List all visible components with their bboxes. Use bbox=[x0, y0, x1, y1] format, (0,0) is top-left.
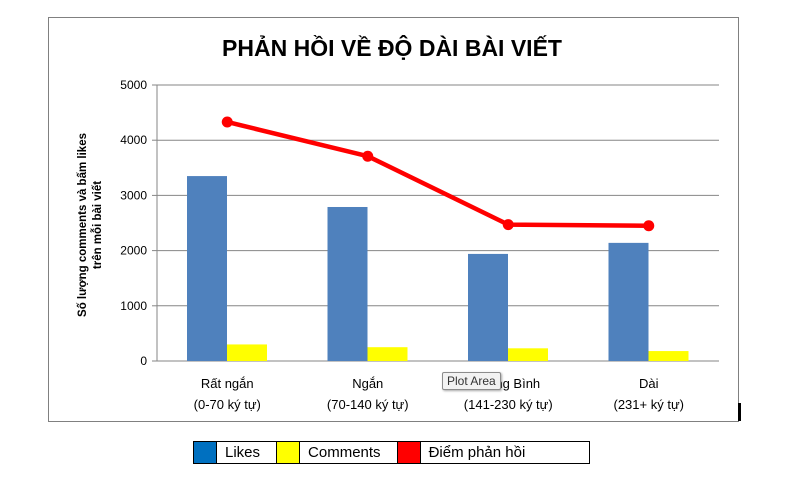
legend-item-response-score[interactable]: Điểm phản hồi bbox=[397, 442, 542, 463]
legend-swatch-likes bbox=[194, 442, 217, 463]
line-point-response-score-4 bbox=[643, 220, 655, 232]
bar-comments-4 bbox=[648, 351, 689, 361]
y-tick-labels: 0 1000 2000 3000 4000 5000 bbox=[120, 78, 147, 368]
bar-comments-2 bbox=[367, 347, 408, 361]
line-series bbox=[221, 116, 655, 232]
resize-handle-mark bbox=[738, 403, 741, 421]
line-point-response-score-2 bbox=[362, 150, 374, 162]
x-tick-label-4-line-2: (231+ ký tự) bbox=[614, 397, 684, 412]
x-tick-label-1-line-1: Rất ngắn bbox=[201, 376, 254, 391]
line-point-response-score-1 bbox=[221, 116, 233, 128]
x-tick-label-3-line-2: (141-230 ký tự) bbox=[464, 397, 553, 412]
legend-item-comments[interactable]: Comments bbox=[277, 442, 398, 463]
chart-title: PHẢN HỒI VỀ ĐỘ DÀI BÀI VIẾT bbox=[222, 33, 562, 61]
bar-comments-1 bbox=[227, 344, 267, 361]
bars bbox=[187, 176, 689, 361]
y-axis-title-line-1: Số lượng comments và bấm likes bbox=[77, 133, 89, 317]
y-tick-label-0: 0 bbox=[140, 354, 147, 368]
y-tick-label-1000: 1000 bbox=[120, 299, 147, 313]
line-path-response-score bbox=[225, 119, 651, 229]
y-tick-label-4000: 4000 bbox=[120, 133, 147, 147]
x-tick-label-1-line-2: (0-70 ký tự) bbox=[194, 397, 261, 412]
bar-likes-3 bbox=[468, 253, 508, 361]
legend-label-likes: Likes bbox=[225, 444, 261, 461]
y-tick-label-5000: 5000 bbox=[120, 78, 147, 92]
y-axis-title: Số lượng comments và bấm likes trên mỗi … bbox=[77, 133, 104, 317]
x-tick-label-2-line-2: (70-140 ký tự) bbox=[327, 397, 409, 412]
legend[interactable]: Likes Comments Điểm phản hồi bbox=[193, 441, 590, 464]
x-tick-labels: Rất ngắn(0-70 ký tự)Ngắn(70-140 ký tự)Tr… bbox=[194, 376, 684, 412]
legend-swatch-comments bbox=[277, 442, 301, 463]
legend-swatch-response-score bbox=[397, 442, 421, 463]
bar-likes-2 bbox=[327, 206, 368, 361]
line-point-response-score-3 bbox=[502, 219, 514, 231]
x-tick-label-4-line-1: Dài bbox=[639, 376, 659, 391]
bar-likes-1 bbox=[187, 176, 227, 361]
legend-label-response-score: Điểm phản hồi bbox=[428, 444, 526, 461]
y-tick-label-2000: 2000 bbox=[120, 244, 147, 258]
y-axis-title-line-2: trên mỗi bài viết bbox=[91, 181, 104, 269]
y-tick-label-3000: 3000 bbox=[120, 188, 147, 202]
bar-likes-4 bbox=[608, 242, 649, 361]
x-tick-label-2-line-1: Ngắn bbox=[352, 376, 383, 391]
bar-comments-3 bbox=[508, 348, 548, 361]
legend-item-likes[interactable]: Likes bbox=[194, 442, 278, 463]
plot-area-tooltip: Plot Area bbox=[442, 372, 501, 390]
legend-label-comments: Comments bbox=[308, 444, 381, 461]
